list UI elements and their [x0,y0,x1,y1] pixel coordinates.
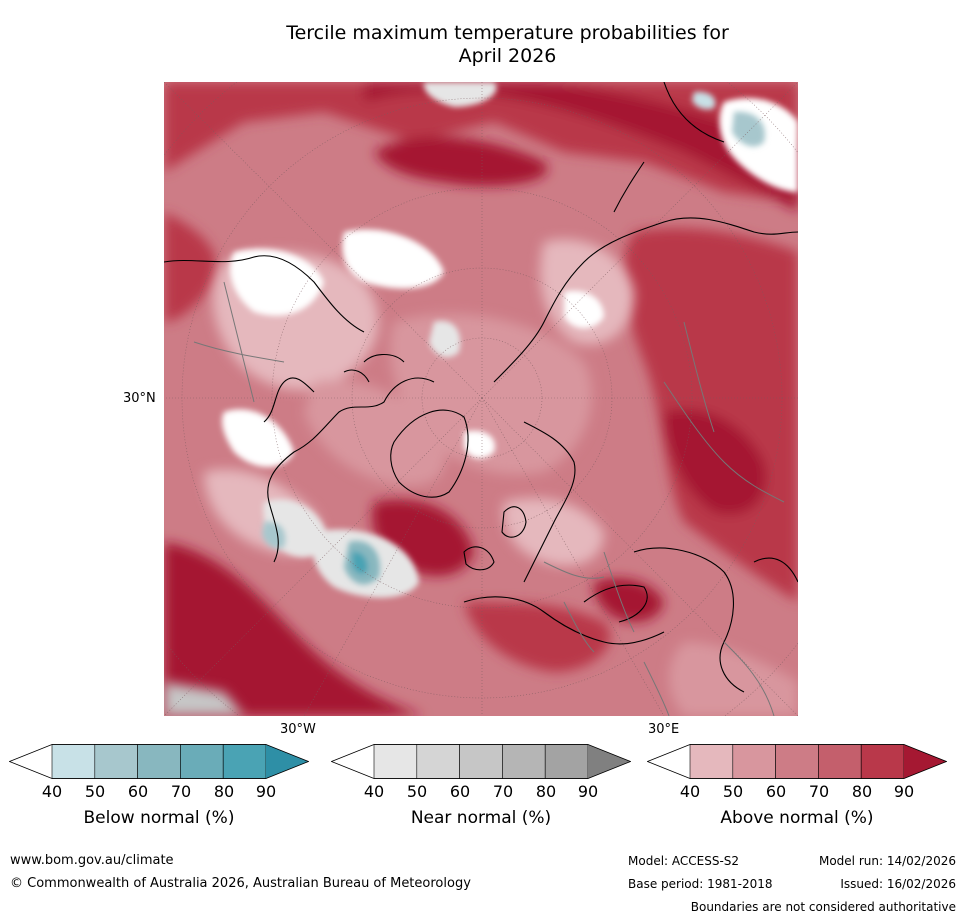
above-normal-swatch-2 [732,744,776,779]
near-normal-ticks: 40 50 60 70 80 90 [331,782,631,802]
below-normal-swatch-5 [222,744,267,779]
near-normal-swatch-over [588,744,631,779]
probability-map[interactable] [164,82,798,716]
graticule [164,82,798,716]
above-normal-label: Above normal (%) [720,808,874,828]
below-normal-tick-90: 90 [255,782,277,801]
below-normal-swatch-4 [180,744,224,779]
near-normal-tick-60: 60 [449,782,471,801]
below-normal-swatch-under [9,744,52,779]
below-normal-colorbar-svg [9,744,309,779]
below-normal-swatch-2 [94,744,138,779]
above-normal-swatch-under [647,744,690,779]
latitude-label-30n: 30°N [123,391,156,406]
chart-title: Tercile maximum temperature probabilitie… [160,22,855,68]
below-normal-swatch-3 [137,744,181,779]
near-normal-swatch-5 [544,744,589,779]
near-normal-tick-50: 50 [406,782,428,801]
below-normal-swatch-1 [51,744,96,779]
near-normal-swatch-4 [502,744,546,779]
near-normal-swatch-3 [459,744,503,779]
above-normal-ticks: 40 50 60 70 80 90 [647,782,947,802]
below-normal-tick-40: 40 [41,782,63,801]
above-normal-tick-80: 80 [851,782,873,801]
below-normal-ticks: 40 50 60 70 80 90 [9,782,309,802]
title-line-1: Tercile maximum temperature probabilitie… [286,22,729,44]
country-borders [193,281,785,716]
longitude-label-30e: 30°E [648,722,680,737]
near-normal-swatch-1 [373,744,418,779]
model-run-text: Model run: 14/02/2026 [818,854,956,868]
near-normal-color-swatches [331,744,631,779]
near-normal-swatch-2 [416,744,460,779]
below-normal-label: Below normal (%) [83,808,235,828]
near-normal-tick-40: 40 [363,782,385,801]
above-normal-swatch-over [904,744,947,779]
coastlines [164,82,798,693]
below-normal-tick-50: 50 [84,782,106,801]
near-normal-swatch-under [331,744,374,779]
issued-text: Issued: 16/02/2026 [840,877,956,891]
above-normal-tick-60: 60 [765,782,787,801]
near-normal-label: Near normal (%) [410,808,552,828]
above-normal-color-swatches [647,744,947,779]
near-normal-tick-70: 70 [492,782,514,801]
below-normal-tick-60: 60 [127,782,149,801]
above-normal-colorbar-svg [647,744,947,779]
copyright-text: © Commonwealth of Australia 2026, Austra… [10,876,471,891]
near-normal-colorbar [331,744,631,779]
above-normal-strong-regions [164,82,798,716]
above-normal-colorbar [647,744,947,779]
model-text: Model: ACCESS-S2 [628,854,740,868]
near-normal-tick-90: 90 [577,782,599,801]
below-normal-tick-80: 80 [213,782,235,801]
map-svg [164,82,798,716]
near-normal-colorbar-svg [331,744,631,779]
above-normal-swatch-5 [860,744,905,779]
disclaimer-text: Boundaries are not considered authoritat… [690,900,956,914]
above-normal-tick-40: 40 [679,782,701,801]
below-normal-colorbar [9,744,309,779]
below-normal-color-swatches [9,744,309,779]
below-normal-tick-70: 70 [170,782,192,801]
near-normal-tick-80: 80 [535,782,557,801]
website-link[interactable]: www.bom.gov.au/climate [10,853,174,868]
above-normal-swatch-3 [775,744,819,779]
below-normal-patches [262,91,765,585]
above-normal-swatch-1 [689,744,734,779]
above-normal-tick-50: 50 [722,782,744,801]
title-line-2: April 2026 [458,45,557,67]
above-normal-tick-70: 70 [808,782,830,801]
base-period-text: Base period: 1981-2018 [628,877,773,891]
above-normal-swatch-4 [818,744,862,779]
below-normal-swatch-over [266,744,309,779]
above-normal-tick-90: 90 [893,782,915,801]
longitude-label-30w: 30°W [280,722,316,737]
